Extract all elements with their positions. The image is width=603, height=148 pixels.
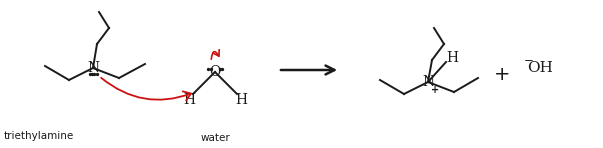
FancyArrowPatch shape: [211, 50, 219, 59]
Text: O: O: [209, 65, 221, 79]
Text: water: water: [200, 133, 230, 143]
Text: N: N: [87, 61, 99, 75]
Text: +: +: [494, 66, 510, 85]
Text: triethylamine: triethylamine: [4, 131, 74, 141]
Text: N: N: [422, 75, 434, 89]
Text: −: −: [524, 53, 534, 66]
Text: H: H: [235, 93, 247, 107]
FancyArrowPatch shape: [101, 78, 191, 100]
Text: H: H: [446, 51, 458, 65]
Text: OH: OH: [527, 61, 553, 75]
Text: H: H: [183, 93, 195, 107]
Text: +: +: [431, 85, 439, 95]
